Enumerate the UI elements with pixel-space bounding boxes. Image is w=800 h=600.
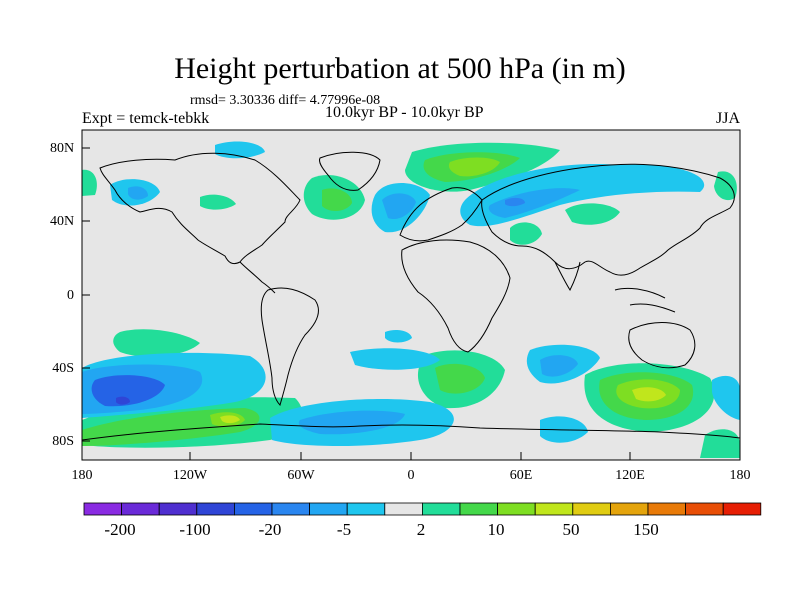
colorbar-label: -200 (104, 520, 136, 539)
coastline-maritime-asia (614, 287, 676, 313)
lon-label-120w: 120W (172, 468, 208, 483)
colorbar-swatch (271, 502, 310, 516)
positive-anomaly-region (220, 415, 240, 424)
lat-label-40n: 40N (50, 214, 75, 229)
negative-anomaly-region (505, 197, 525, 207)
lat-label-80s: 80S (52, 434, 74, 449)
lat-label-0: 0 (67, 288, 74, 303)
lon-label-120e: 120E (615, 468, 645, 483)
colorbar-label: 150 (633, 520, 659, 539)
colorbar-swatch (685, 502, 724, 516)
lat-label-40s: 40S (52, 361, 74, 376)
period-label: 10.0kyr BP - 10.0kyr BP (325, 104, 484, 121)
lon-label-0: 0 (407, 468, 415, 483)
colorbar-swatch (309, 502, 348, 516)
positive-anomaly-region (448, 157, 500, 177)
lon-label-180w: 180 (71, 468, 93, 483)
colorbar-swatch (196, 502, 235, 516)
colorbar-swatch (459, 502, 498, 516)
lon-label-60w: 60W (287, 468, 315, 483)
positive-anomaly-region (510, 222, 542, 245)
colorbar-swatch (83, 502, 122, 516)
colorbar (83, 502, 762, 516)
colorbar-swatch (610, 502, 649, 516)
colorbar-label: 50 (562, 520, 580, 539)
coastline-north-america (99, 152, 301, 265)
positive-anomaly-region (82, 169, 97, 196)
negative-anomaly-region (350, 348, 440, 370)
negative-anomaly-region (128, 186, 148, 200)
coastline-australia (628, 322, 696, 369)
colorbar-label: -5 (336, 520, 352, 539)
coastline-asia (481, 163, 735, 276)
coastlines (82, 151, 740, 441)
colorbar-swatch (384, 502, 423, 516)
colorbar-label: -100 (179, 520, 211, 539)
coastline-india (554, 261, 581, 292)
anomaly-fields (82, 141, 740, 458)
negative-anomaly-region (382, 193, 416, 220)
lon-label-180e: 180 (729, 468, 751, 483)
negative-anomaly-region (385, 330, 412, 343)
lon-label-60e: 60E (509, 468, 533, 483)
tick-marks (82, 147, 631, 460)
colorbar-swatch (158, 502, 198, 516)
experiment-label: Expt = temck-tebkk (82, 110, 210, 127)
positive-anomaly-region (565, 203, 620, 225)
coastline-africa (401, 239, 511, 353)
negative-anomaly-region (116, 396, 130, 405)
positive-anomaly-region (322, 188, 352, 212)
colorbar-swatch (722, 502, 762, 516)
colorbar-swatch (233, 502, 273, 516)
positive-anomaly-region (200, 194, 236, 210)
season-label: JJA (716, 110, 741, 127)
negative-anomaly-region (488, 188, 580, 218)
colorbar-swatch (421, 502, 461, 516)
coastline-greenland (319, 151, 381, 191)
map-title: Height perturbation at 500 hPa (in m) (174, 52, 626, 85)
negative-anomaly-region (712, 375, 740, 420)
colorbar-swatch (572, 502, 611, 516)
colorbar-label: -20 (258, 520, 282, 539)
colorbar-swatch (647, 502, 686, 516)
colorbar-swatch (121, 502, 160, 516)
coastline-south-america (260, 287, 319, 406)
lat-label-80n: 80N (50, 141, 75, 156)
coastline-central-america (239, 261, 276, 294)
positive-anomaly-region (435, 363, 485, 394)
negative-anomaly-region (540, 355, 578, 377)
colorbar-label: 10 (487, 520, 505, 539)
positive-anomaly-region (113, 329, 200, 357)
coastline-antarctica (82, 423, 740, 441)
colorbar-swatch (534, 502, 574, 516)
positive-anomaly-region (714, 171, 737, 201)
positive-anomaly-region (632, 387, 666, 402)
colorbar-label: 2 (416, 520, 426, 539)
negative-anomaly-region (298, 410, 405, 435)
negative-anomaly-region (91, 375, 165, 407)
colorbar-swatch (497, 502, 536, 516)
colorbar-swatch (346, 502, 386, 516)
stats-label: rmsd= 3.30336 diff= 4.77996e-08 (190, 93, 381, 108)
